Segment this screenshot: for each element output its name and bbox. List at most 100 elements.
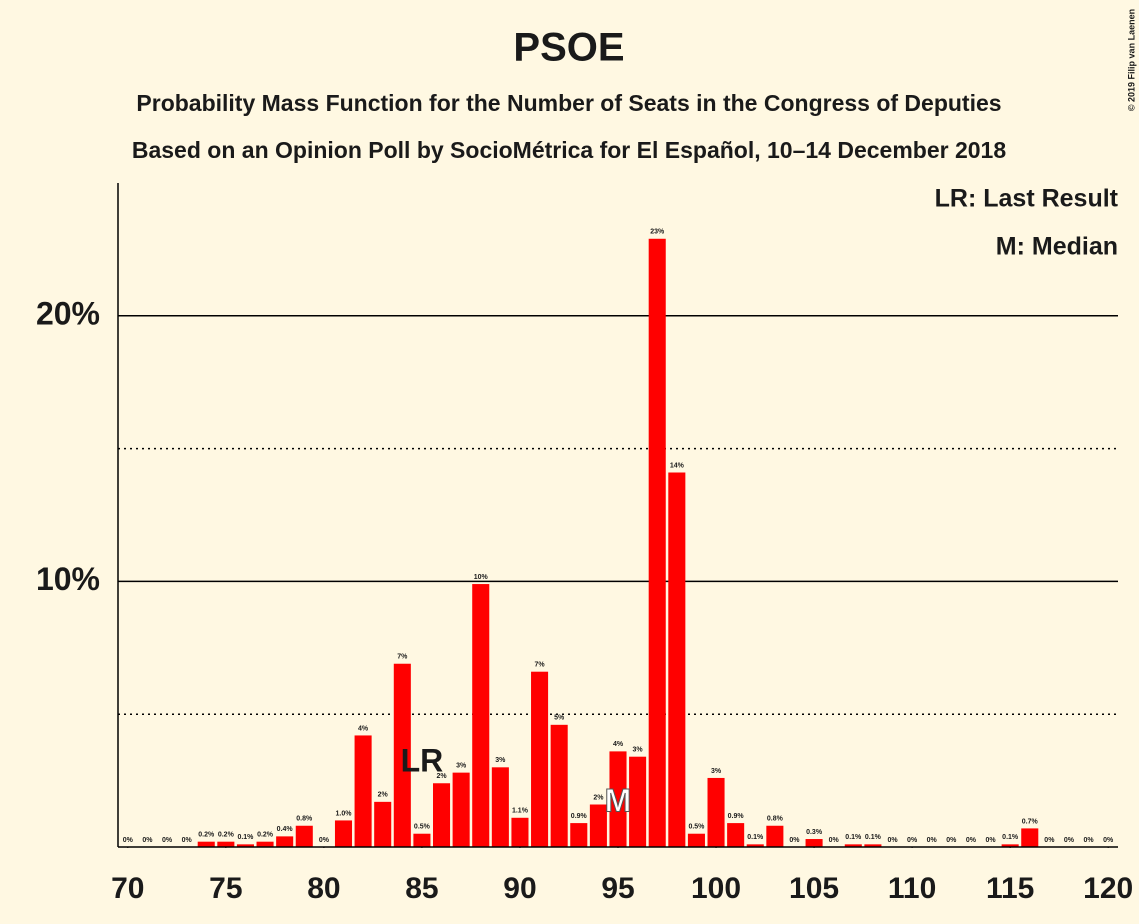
data-label: 0% (946, 837, 957, 844)
data-label: 0.1% (747, 834, 764, 841)
bar (648, 238, 666, 847)
data-label: 0.1% (865, 834, 882, 841)
data-label: 10% (474, 574, 489, 581)
data-label: 0% (1044, 837, 1055, 844)
data-label: 1.1% (512, 808, 529, 815)
annotation: LR (401, 742, 444, 778)
data-label: 0.1% (845, 834, 862, 841)
data-label: 0.8% (296, 816, 313, 823)
bar (197, 841, 215, 847)
data-label: 7% (535, 662, 546, 669)
bar (1021, 828, 1039, 847)
bar (491, 767, 509, 847)
legend-entry: M: Median (996, 233, 1118, 261)
data-label: 0.9% (728, 813, 745, 820)
bar (668, 472, 686, 847)
bar (589, 804, 607, 847)
credit: © 2019 Filip van Laenen (1126, 9, 1136, 111)
data-label: 0.1% (1002, 834, 1019, 841)
bar (236, 844, 254, 847)
data-label: 0.9% (571, 813, 588, 820)
bar (727, 823, 745, 847)
data-label: 0% (319, 837, 330, 844)
chart-subtitle: Based on an Opinion Poll by SocioMétrica… (132, 137, 1006, 163)
legend-entry: LR: Last Result (935, 185, 1119, 213)
data-label: 0.4% (277, 826, 294, 833)
bar (629, 756, 647, 847)
x-tick-label: 75 (209, 872, 242, 905)
data-label: 0% (123, 837, 134, 844)
data-label: 0.1% (237, 834, 254, 841)
data-label: 0.2% (218, 832, 235, 839)
data-label: 0.8% (767, 816, 784, 823)
x-tick-label: 80 (307, 872, 340, 905)
bar (746, 844, 764, 847)
data-label: 0.7% (1022, 818, 1039, 825)
bar (295, 825, 313, 847)
x-tick-label: 100 (691, 872, 741, 905)
bar (687, 833, 705, 847)
x-tick-label: 120 (1083, 872, 1133, 905)
bar (354, 735, 372, 847)
data-label: 0% (887, 837, 898, 844)
y-tick-label: 10% (36, 561, 100, 597)
x-tick-label: 105 (789, 872, 839, 905)
chart-subtitle: Probability Mass Function for the Number… (136, 90, 1001, 116)
data-label: 5% (554, 715, 565, 722)
data-label: 0% (985, 837, 996, 844)
bar (511, 817, 529, 847)
chart-title: PSOE (513, 26, 624, 70)
data-label: 0% (182, 837, 193, 844)
data-label: 3% (633, 747, 644, 754)
data-label: 0% (1084, 837, 1095, 844)
bar (707, 777, 725, 847)
data-label: 0.2% (198, 832, 215, 839)
data-label: 0% (907, 837, 918, 844)
data-label: 0.5% (688, 824, 705, 831)
data-label: 7% (397, 654, 408, 661)
bar (766, 825, 784, 847)
data-label: 2% (593, 794, 604, 801)
bar (276, 836, 294, 847)
bar (1001, 844, 1019, 847)
data-label: 23% (650, 229, 665, 236)
data-label: 0.5% (414, 824, 431, 831)
bar (217, 841, 235, 847)
bar (452, 772, 470, 847)
bar (531, 671, 549, 847)
data-label: 3% (495, 757, 506, 764)
bar (256, 841, 274, 847)
data-label: 0% (162, 837, 173, 844)
bar (805, 839, 823, 847)
bar (844, 844, 862, 847)
data-label: 0% (966, 837, 977, 844)
data-label: 4% (358, 725, 369, 732)
bar (393, 663, 411, 847)
x-tick-label: 110 (888, 872, 936, 905)
bar (570, 823, 588, 847)
data-label: 3% (456, 762, 467, 769)
bar (413, 833, 431, 847)
data-label: 0% (1103, 837, 1114, 844)
x-tick-label: 90 (503, 872, 536, 905)
bar (334, 820, 353, 847)
data-label: 14% (670, 462, 685, 469)
data-label: 0% (142, 837, 153, 844)
bar (374, 801, 392, 847)
data-label: 0% (1064, 837, 1075, 844)
bar (550, 724, 568, 847)
data-label: 0% (927, 837, 938, 844)
data-label: 3% (711, 768, 722, 775)
y-tick-label: 20% (36, 295, 100, 331)
bar (472, 584, 490, 847)
x-tick-label: 85 (405, 872, 438, 905)
data-label: 0% (829, 837, 840, 844)
annotation: M (605, 782, 632, 818)
x-tick-label: 70 (111, 872, 144, 905)
data-label: 2% (378, 792, 389, 799)
data-label: 1.0% (336, 810, 353, 817)
bar (433, 783, 451, 847)
data-label: 0.2% (257, 832, 274, 839)
